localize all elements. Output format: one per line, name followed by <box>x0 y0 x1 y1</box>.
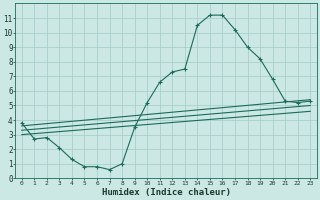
X-axis label: Humidex (Indice chaleur): Humidex (Indice chaleur) <box>101 188 230 197</box>
